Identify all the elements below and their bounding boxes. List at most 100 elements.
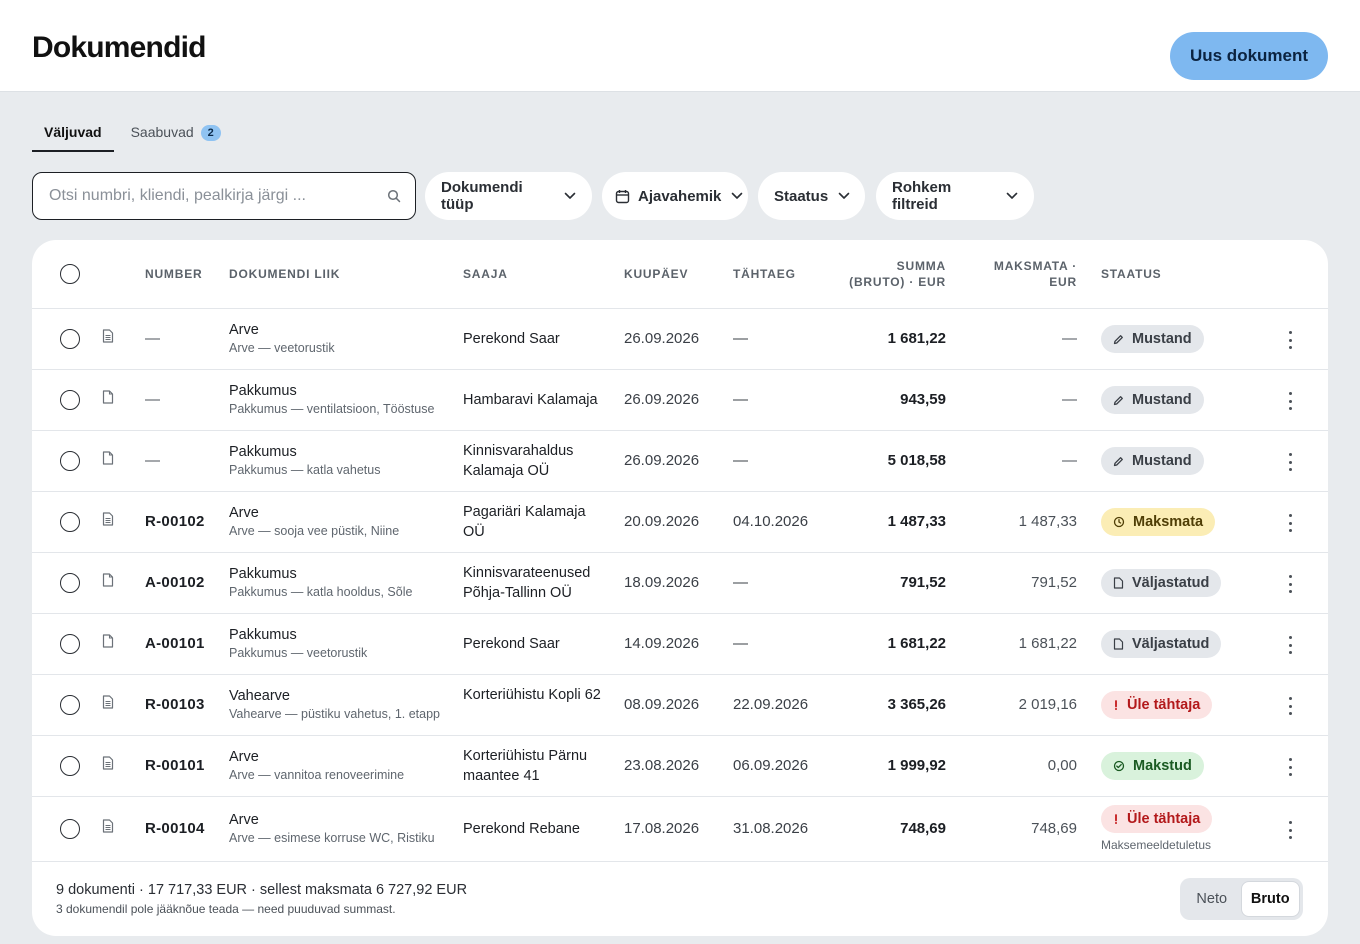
table-row[interactable]: — Pakkumus Pakkumus — ventilatsioon, Töö…	[32, 370, 1328, 431]
status-label: Mustand	[1132, 453, 1192, 469]
row-checkbox[interactable]	[60, 695, 80, 715]
page-header: Dokumendid Uus dokument	[0, 0, 1360, 92]
status-label: Makstud	[1133, 758, 1192, 774]
document-kind: Pakkumus Pakkumus — ventilatsioon, Tööst…	[229, 383, 434, 416]
due-date: —	[733, 574, 748, 591]
document-date: 18.09.2026	[624, 574, 700, 591]
document-number[interactable]: R-00103	[145, 696, 205, 713]
document-number[interactable]: A-00102	[145, 574, 205, 591]
column-number[interactable]: Number	[145, 267, 203, 281]
table-row[interactable]: R-00104 Arve Arve — esimese korruse WC, …	[32, 797, 1328, 862]
row-menu-icon[interactable]	[1282, 575, 1298, 593]
select-all-checkbox[interactable]	[60, 264, 80, 284]
document-date: 26.09.2026	[624, 452, 700, 469]
row-menu-icon[interactable]	[1282, 453, 1298, 471]
exclamation-icon	[1113, 813, 1119, 825]
chevron-down-icon	[564, 192, 576, 200]
row-checkbox[interactable]	[60, 819, 80, 839]
recipient: Hambaravi Kalamaja	[463, 392, 598, 408]
document-number[interactable]: R-00101	[145, 757, 205, 774]
status-badge: Maksmata	[1101, 508, 1216, 536]
row-menu-icon[interactable]	[1282, 758, 1298, 776]
document-subtitle: Arve — esimese korruse WC, Ristiku	[229, 831, 435, 845]
column-gross-line-1: Summa	[896, 259, 946, 273]
column-unpaid[interactable]: Maksmata · EUR	[937, 258, 1077, 290]
row-menu-icon[interactable]	[1282, 697, 1298, 715]
document-kind: Pakkumus Pakkumus — katla vahetus	[229, 444, 380, 477]
recipient: Korteriühistu Pärnu maantee 41	[463, 748, 588, 784]
due-date: 06.09.2026	[733, 757, 809, 774]
row-checkbox[interactable]	[60, 451, 80, 471]
row-checkbox[interactable]	[60, 634, 80, 654]
column-recipient[interactable]: Saaja	[463, 267, 508, 281]
offer-document-icon	[102, 634, 114, 648]
document-number[interactable]: —	[145, 452, 160, 469]
column-gross[interactable]: Summa (bruto) · EUR	[806, 258, 946, 290]
more-filters-button[interactable]: Rohkem filtreid	[876, 172, 1034, 220]
document-icon	[1113, 638, 1124, 650]
document-kind-title: Arve	[229, 749, 259, 765]
row-menu-icon[interactable]	[1282, 821, 1298, 839]
row-checkbox[interactable]	[60, 756, 80, 776]
document-subtitle: Pakkumus — katla vahetus	[229, 463, 381, 477]
row-checkbox[interactable]	[60, 329, 80, 349]
status-filter[interactable]: Staatus	[758, 172, 865, 220]
document-number[interactable]: R-00104	[145, 820, 205, 837]
document-kind-title: Pakkumus	[229, 444, 297, 460]
document-number[interactable]: A-00101	[145, 635, 205, 652]
column-date[interactable]: Kuupäev	[624, 267, 689, 281]
search-icon[interactable]	[387, 189, 401, 203]
gross-amount: 1 999,92	[887, 757, 946, 774]
status-badge: Makstud	[1101, 752, 1204, 780]
document-kind-title: Vahearve	[229, 688, 290, 704]
table-row[interactable]: R-00103 Vahearve Vahearve — püstiku vahe…	[32, 675, 1328, 736]
status-label: Väljastatud	[1132, 575, 1210, 591]
table-row[interactable]: A-00101 Pakkumus Pakkumus — veetorustik …	[32, 614, 1328, 675]
invoice-icon	[102, 695, 114, 709]
column-kind[interactable]: Dokumendi liik	[229, 267, 341, 281]
row-menu-icon[interactable]	[1282, 636, 1298, 654]
table-row[interactable]: R-00101 Arve Arve — vannitoa renoveerimi…	[32, 736, 1328, 797]
document-number[interactable]: —	[145, 330, 160, 347]
table-row[interactable]: — Arve Arve — veetorustik Perekond Saar …	[32, 309, 1328, 370]
invoice-icon	[102, 512, 114, 526]
row-menu-icon[interactable]	[1282, 514, 1298, 532]
table-row[interactable]: R-00102 Arve Arve — sooja vee püstik, Ni…	[32, 492, 1328, 553]
row-menu-icon[interactable]	[1282, 331, 1298, 349]
chevron-down-icon	[731, 192, 743, 200]
column-status[interactable]: Staatus	[1101, 267, 1162, 281]
recipient: Perekond Saar	[463, 636, 560, 652]
neto-bruto-toggle: Neto Bruto	[1180, 878, 1303, 920]
row-menu-icon[interactable]	[1282, 392, 1298, 410]
document-subtitle: Arve — vannitoa renoveerimine	[229, 768, 405, 782]
row-checkbox[interactable]	[60, 390, 80, 410]
row-checkbox[interactable]	[60, 573, 80, 593]
status-label: Mustand	[1132, 331, 1192, 347]
tab-incoming-label: Saabuvad	[130, 124, 194, 140]
document-number[interactable]: R-00102	[145, 513, 205, 530]
recipient: Kinnisvarahaldus Kalamaja OÜ	[463, 443, 574, 479]
toggle-bruto[interactable]: Bruto	[1240, 881, 1300, 917]
date-range-filter[interactable]: Ajavahemik	[602, 172, 748, 220]
doc-type-filter[interactable]: Dokumendi tüüp	[425, 172, 592, 220]
gross-amount: 5 018,58	[887, 452, 946, 469]
tab-outgoing[interactable]: Väljuvad	[32, 118, 114, 152]
toggle-neto[interactable]: Neto	[1196, 891, 1228, 907]
status-badge: Mustand	[1101, 386, 1204, 414]
document-number[interactable]: —	[145, 391, 160, 408]
row-checkbox[interactable]	[60, 512, 80, 532]
tab-incoming[interactable]: Saabuvad 2	[119, 118, 233, 152]
due-date: —	[733, 452, 748, 469]
gross-amount: 1 681,22	[887, 330, 946, 347]
table-row[interactable]: A-00102 Pakkumus Pakkumus — katla hooldu…	[32, 553, 1328, 614]
unpaid-amount: 2 019,16	[1018, 696, 1077, 713]
table-row[interactable]: — Pakkumus Pakkumus — katla vahetus Kinn…	[32, 431, 1328, 492]
status-label: Üle tähtaja	[1127, 811, 1201, 827]
offer-document-icon	[102, 573, 114, 587]
pencil-icon	[1113, 456, 1124, 467]
column-due[interactable]: Tähtaeg	[733, 267, 796, 281]
new-document-button[interactable]: Uus dokument	[1170, 32, 1328, 80]
document-date: 17.08.2026	[624, 820, 700, 837]
chevron-down-icon	[1006, 192, 1018, 200]
search-input[interactable]	[49, 187, 387, 205]
